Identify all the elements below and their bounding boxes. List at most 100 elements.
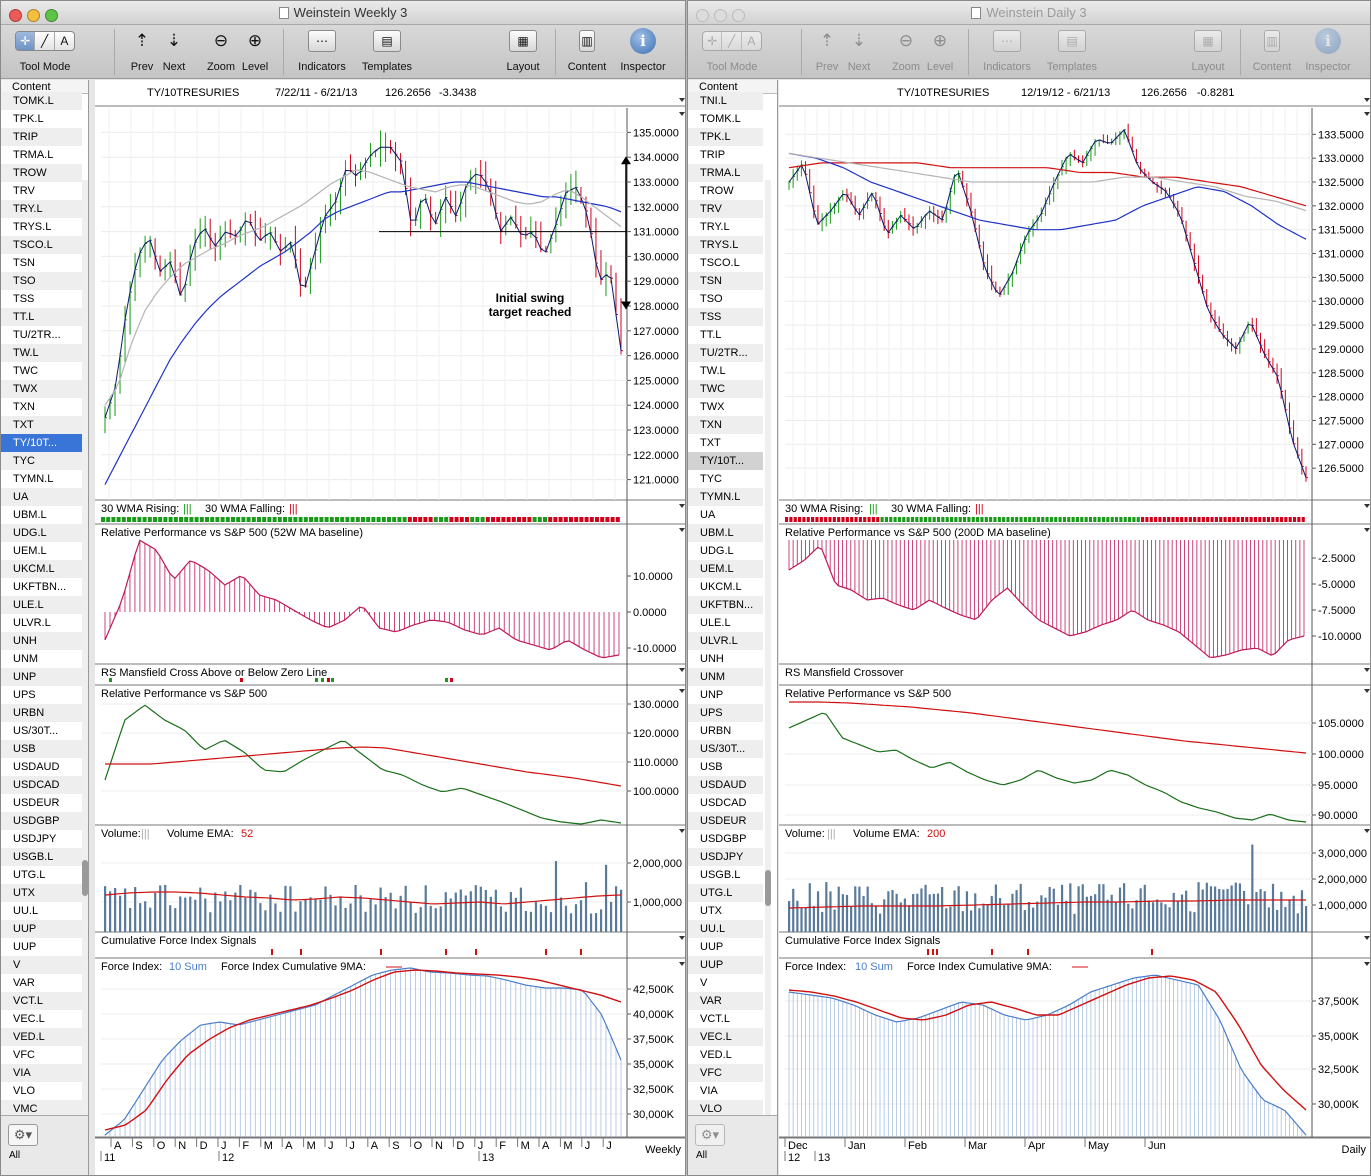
list-item[interactable]: UNM: [13, 653, 39, 665]
list-item[interactable]: USB: [700, 761, 723, 773]
list-item[interactable]: USDAUD: [13, 761, 60, 773]
list-item[interactable]: TWX: [1, 380, 82, 398]
list-item[interactable]: TU/2TR...: [688, 344, 763, 362]
title-bar[interactable]: Weinstein Daily 3: [688, 1, 1370, 25]
list-item[interactable]: USDGBP: [700, 833, 747, 845]
indicators-button[interactable]: ⋯ Indicators: [293, 29, 351, 73]
list-item[interactable]: V: [1, 956, 82, 974]
list-item[interactable]: TXT: [1, 416, 82, 434]
list-item[interactable]: TT.L: [1, 308, 82, 326]
list-item[interactable]: TROW: [700, 185, 734, 197]
list-item[interactable]: VEC.L: [688, 1028, 763, 1046]
list-item[interactable]: TSCO.L: [700, 257, 740, 269]
text-tool-icon[interactable]: A: [60, 34, 69, 48]
list-item[interactable]: UNP: [700, 689, 724, 701]
list-item[interactable]: TW.L: [700, 365, 726, 377]
list-item[interactable]: USDCAD: [700, 797, 747, 809]
list-item[interactable]: TYC: [1, 452, 82, 470]
list-item[interactable]: VED.L: [700, 1049, 732, 1061]
draw-line-icon[interactable]: ╱: [722, 32, 742, 50]
list-item[interactable]: UKFTBN...: [13, 581, 67, 593]
list-item[interactable]: TSCO.L: [1, 236, 82, 254]
list-item[interactable]: USDGBP: [1, 812, 82, 830]
scroll-thumb[interactable]: [82, 860, 88, 896]
list-item[interactable]: UUP: [1, 920, 82, 938]
list-item[interactable]: VFC: [688, 1064, 763, 1082]
minimize-window-button[interactable]: [714, 9, 727, 22]
list-item[interactable]: UKCM.L: [700, 581, 742, 593]
crosshair-icon[interactable]: ✛: [703, 32, 723, 50]
list-item[interactable]: UNH: [1, 632, 82, 650]
list-item[interactable]: UU.L: [688, 920, 763, 938]
sidebar-scrollbar[interactable]: [765, 180, 771, 1115]
list-item[interactable]: USDJPY: [688, 848, 763, 866]
list-item[interactable]: TOMK.L: [700, 113, 741, 125]
list-item[interactable]: UNP: [1, 668, 82, 686]
list-item[interactable]: TXT: [700, 437, 721, 449]
chart-area[interactable]: TY/10TRESURIES 7/22/11 - 6/21/13 126.2656-…: [95, 80, 685, 1175]
list-item[interactable]: TPK.L: [13, 113, 44, 125]
list-item[interactable]: UTX: [700, 905, 722, 917]
list-item[interactable]: USDAUD: [688, 776, 763, 794]
list-item[interactable]: USDEUR: [13, 797, 60, 809]
list-item[interactable]: V: [700, 977, 708, 989]
list-item[interactable]: VLO: [13, 1085, 36, 1097]
list-item[interactable]: VFC: [13, 1049, 35, 1061]
layout-button[interactable]: ▦ Layout: [501, 29, 545, 73]
list-item[interactable]: USGB.L: [1, 848, 82, 866]
templates-button[interactable]: ▤ Templates: [1042, 29, 1102, 73]
list-item[interactable]: UUP: [700, 941, 724, 953]
list-item[interactable]: VIA: [1, 1064, 82, 1082]
list-item[interactable]: TY/10T...: [688, 452, 763, 470]
list-item[interactable]: TRYS.L: [688, 236, 763, 254]
zoom-in-button[interactable]: ⊕ Level: [922, 29, 958, 73]
list-item[interactable]: TYC: [700, 473, 722, 485]
sidebar-scrollbar[interactable]: [82, 180, 88, 1115]
list-item[interactable]: TOMK.L: [1, 92, 82, 110]
list-item[interactable]: UUP: [13, 941, 37, 953]
minimize-window-button[interactable]: [27, 9, 40, 22]
list-item[interactable]: TROW: [1, 164, 82, 182]
templates-button[interactable]: ▤ Templates: [357, 29, 417, 73]
list-item[interactable]: UKFTBN...: [688, 596, 763, 614]
list-item[interactable]: TRMA.L: [688, 164, 763, 182]
list-item[interactable]: UDG.L: [1, 524, 82, 542]
list-item[interactable]: TSN: [688, 272, 763, 290]
list-item[interactable]: TPK.L: [688, 128, 763, 146]
list-item[interactable]: ULVR.L: [13, 617, 51, 629]
list-item[interactable]: UPS: [13, 689, 36, 701]
list-item[interactable]: US/30T...: [688, 740, 763, 758]
list-item[interactable]: TW.L: [1, 344, 82, 362]
list-item[interactable]: UKCM.L: [1, 560, 82, 578]
list-item[interactable]: TRIP: [1, 128, 82, 146]
list-item[interactable]: TRYS.L: [13, 221, 52, 233]
zoom-window-button[interactable]: [45, 9, 58, 22]
gear-icon[interactable]: ⚙▾: [8, 1124, 38, 1146]
list-item[interactable]: ULVR.L: [688, 632, 763, 650]
list-item[interactable]: TRIP: [700, 149, 726, 161]
layout-button[interactable]: ▦ Layout: [1186, 29, 1230, 73]
zoom-in-button[interactable]: ⊕ Level: [237, 29, 273, 73]
list-item[interactable]: TSO: [1, 272, 82, 290]
list-item[interactable]: TRY.L: [1, 200, 82, 218]
list-item[interactable]: VCT.L: [1, 992, 82, 1010]
list-item[interactable]: US/30T...: [13, 725, 59, 737]
content-button[interactable]: ▥ Content: [1248, 29, 1296, 73]
list-item[interactable]: VLO: [688, 1100, 763, 1115]
list-item[interactable]: VAR: [13, 977, 35, 989]
list-item[interactable]: UA: [1, 488, 82, 506]
list-item[interactable]: TT.L: [700, 329, 722, 341]
zoom-out-button[interactable]: ⊖ Zoom: [203, 29, 239, 73]
list-item[interactable]: ULE.L: [700, 617, 731, 629]
list-item[interactable]: VEC.L: [13, 1013, 45, 1025]
next-button[interactable]: ⇣ Next: [844, 29, 874, 73]
text-tool-icon[interactable]: A: [747, 34, 756, 48]
zoom-window-button[interactable]: [732, 9, 745, 22]
list-item[interactable]: UBM.L: [13, 509, 47, 521]
prev-button[interactable]: ⇡ Prev: [127, 29, 157, 73]
close-window-button[interactable]: [9, 9, 22, 22]
indicators-button[interactable]: ⋯ Indicators: [978, 29, 1036, 73]
draw-line-icon[interactable]: ╱: [35, 32, 55, 50]
prev-button[interactable]: ⇡ Prev: [812, 29, 842, 73]
list-item[interactable]: UNH: [700, 653, 724, 665]
